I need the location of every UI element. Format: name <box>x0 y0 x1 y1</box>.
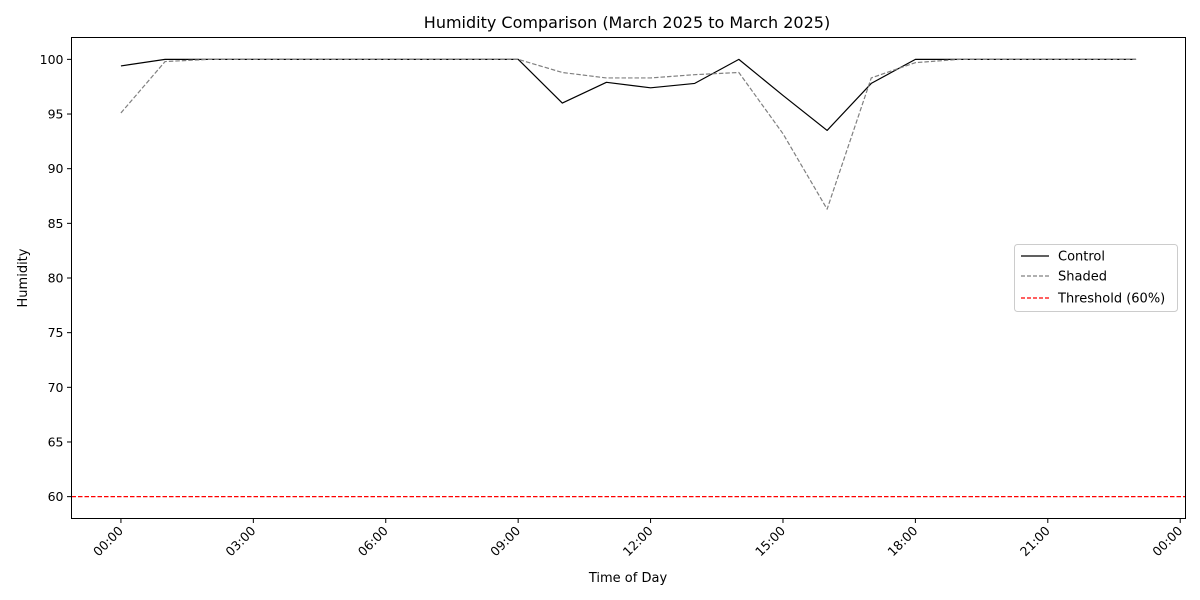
y-tick-label: 70 <box>48 380 64 395</box>
legend-label-control: Control <box>1058 250 1105 265</box>
legend-label-shaded: Shaded <box>1058 270 1107 285</box>
y-tick-label: 80 <box>48 271 64 286</box>
y-tick-label: 100 <box>40 52 64 67</box>
series-line-shaded <box>120 58 1137 210</box>
y-axis: 60 65 70 75 80 85 90 95 100 <box>40 52 72 504</box>
x-axis-label: Time of Day <box>588 571 668 586</box>
y-tick-label: 85 <box>48 216 64 231</box>
chart-title: Humidity Comparison (March 2025 to March… <box>424 13 830 32</box>
y-tick-label: 75 <box>48 325 64 340</box>
y-axis-label: Humidity <box>16 248 31 307</box>
y-tick-label: 60 <box>48 489 64 504</box>
plot-area <box>71 58 1186 498</box>
y-tick-label: 90 <box>48 161 64 176</box>
y-tick-label: 95 <box>48 107 64 122</box>
y-tick-label: 65 <box>48 434 64 449</box>
legend: Control Shaded Threshold (60%) <box>1014 244 1178 312</box>
legend-label-threshold: Threshold (60%) <box>1057 292 1165 307</box>
legend-box <box>1014 244 1178 312</box>
